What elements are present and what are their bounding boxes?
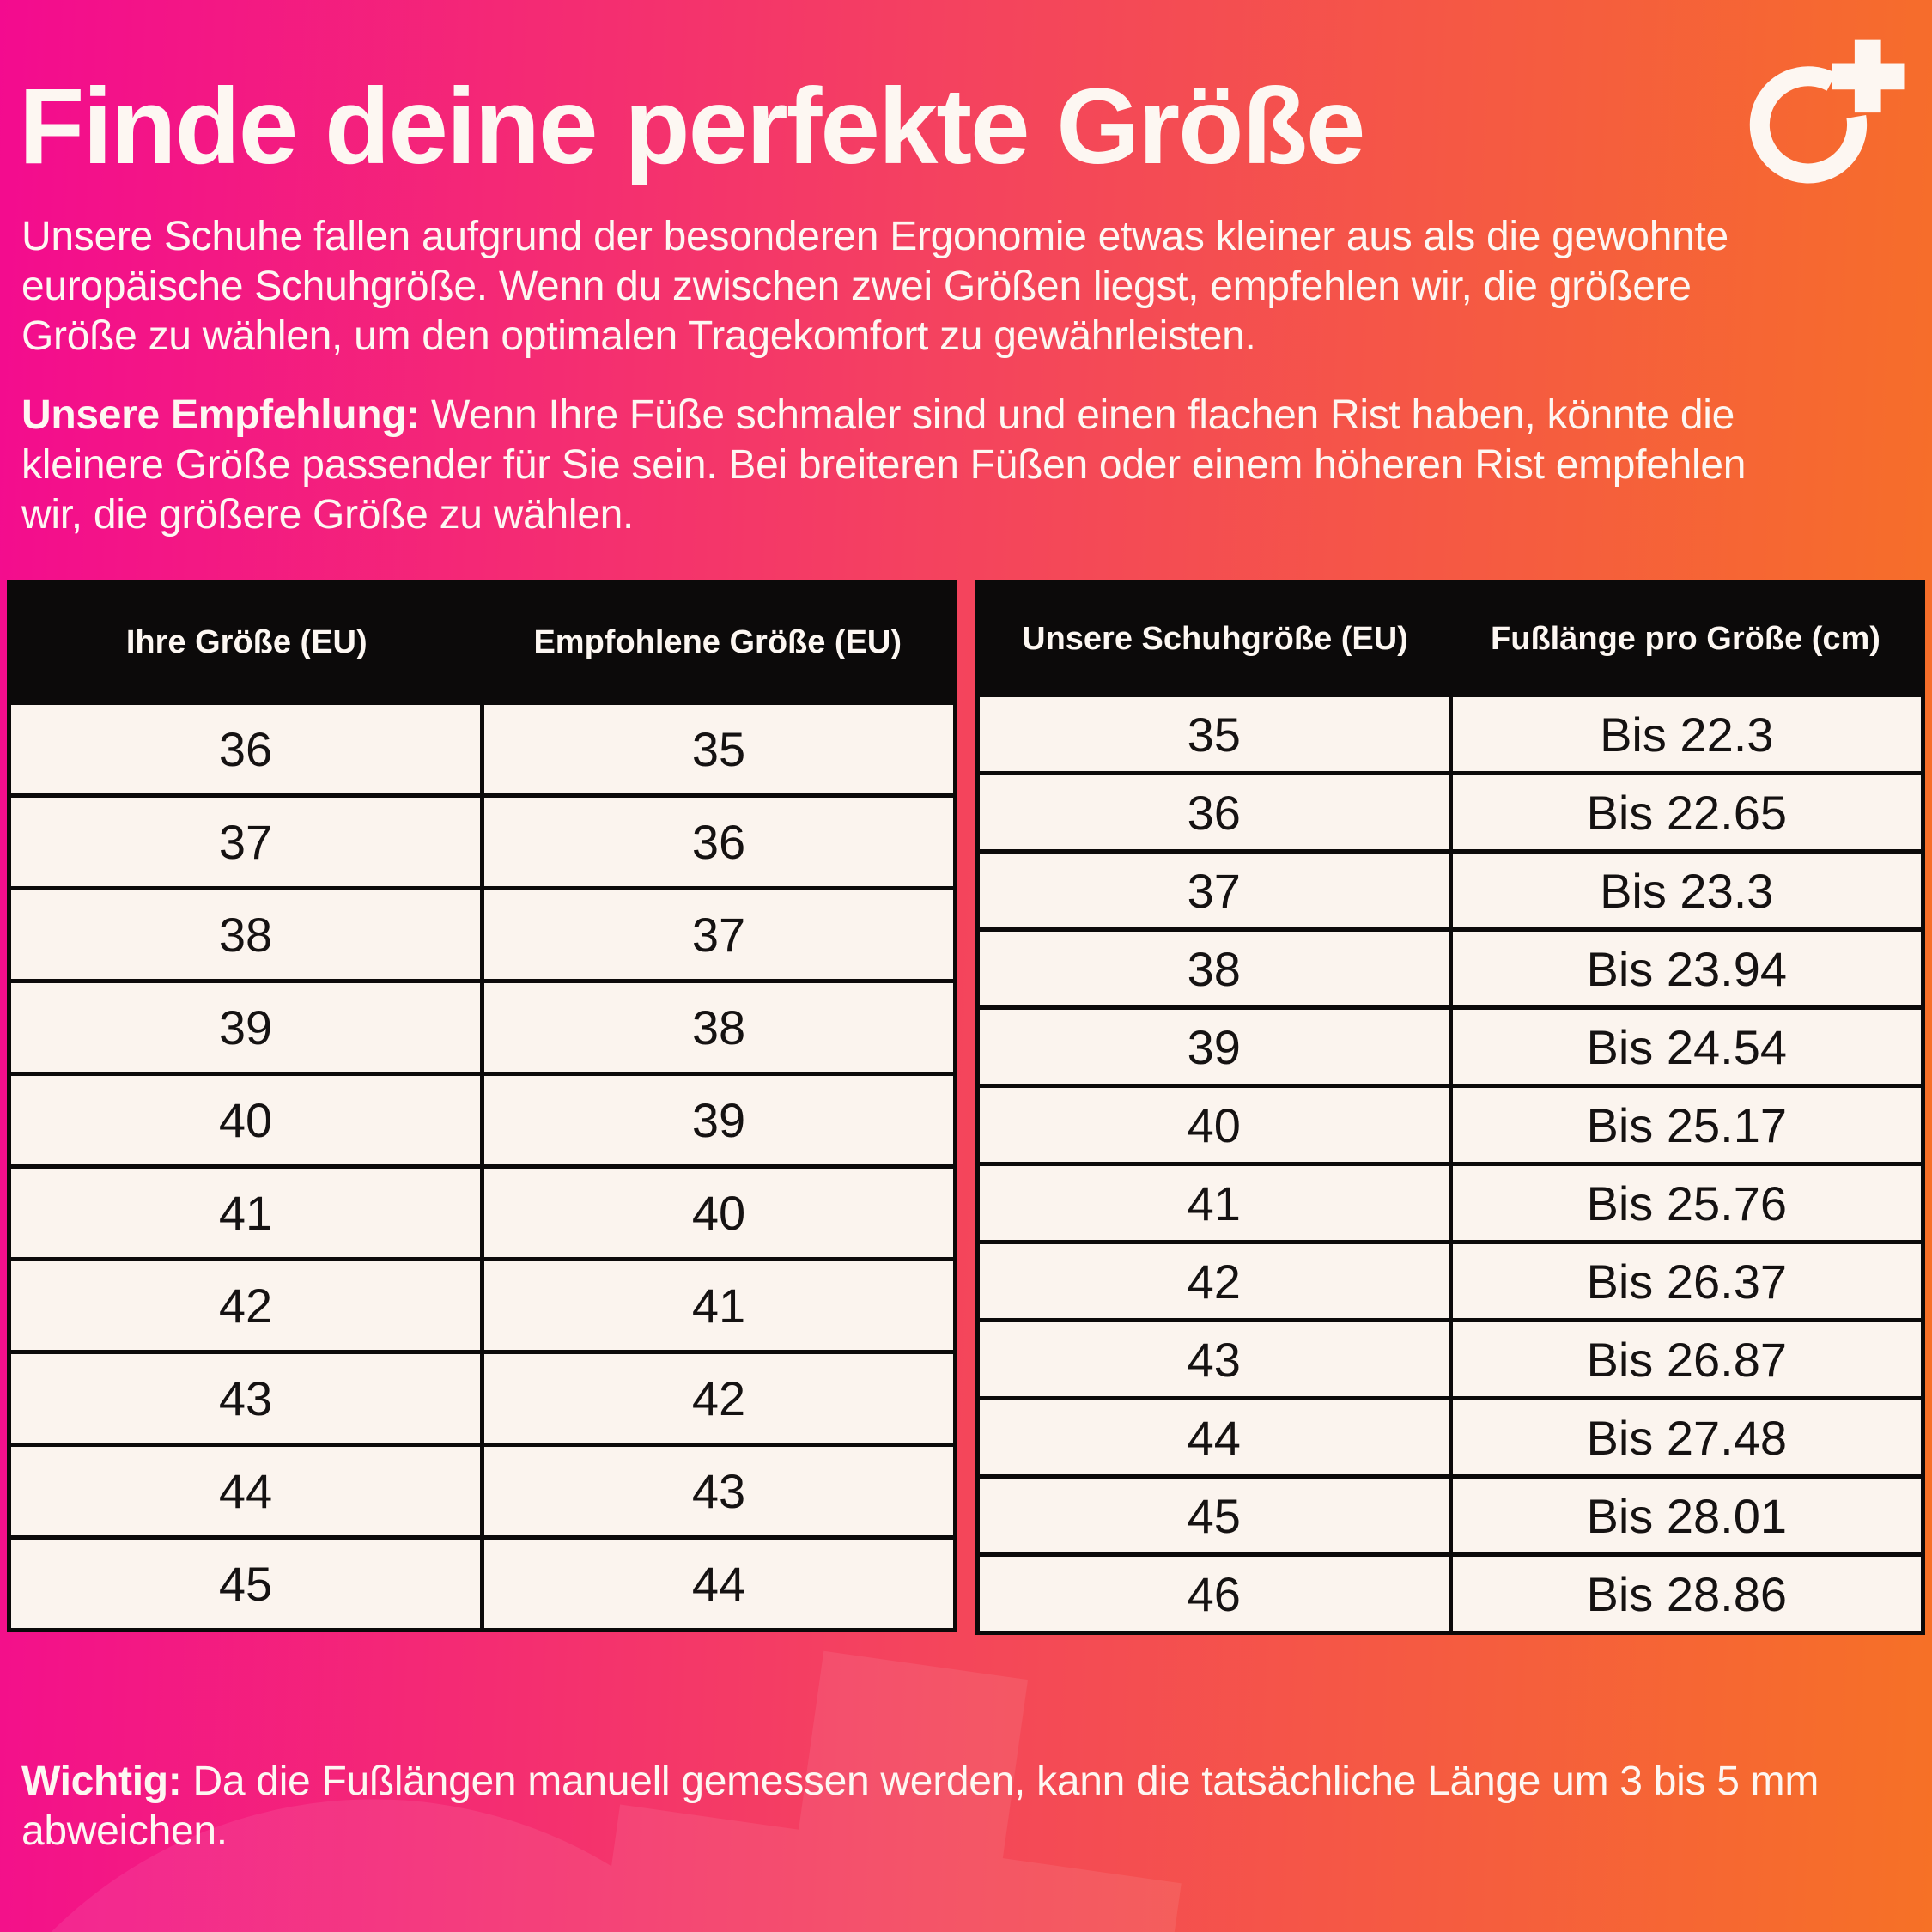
circle-plus-logo-icon: [1749, 39, 1905, 184]
note-line: abweichen.: [21, 1808, 228, 1854]
table-cell: 35: [480, 705, 953, 793]
table-cell: 37: [1187, 863, 1241, 918]
table-row: 43 42: [11, 1350, 953, 1443]
page-title: Finde deine perfekte Größe: [19, 67, 1365, 186]
table-cell: 43: [480, 1447, 953, 1535]
table-cell: 45: [1187, 1488, 1241, 1543]
table-cell: 38: [1187, 941, 1241, 996]
table-cell: Bis 28.01: [1448, 1479, 1922, 1552]
table-body: 36 35 37 36 38 37 39 38 40 39 41 40 42 41 43 42 44 43 45 44: [11, 701, 953, 1628]
table-cell: 45: [218, 1557, 273, 1611]
table-row: 44 43: [11, 1443, 953, 1535]
table-row: 35 Bis 22.3: [980, 693, 1921, 771]
note-label: Wichtig:: [21, 1759, 182, 1804]
table-row: 41 Bis 25.76: [980, 1162, 1921, 1240]
table-cell: 40: [1187, 1097, 1241, 1152]
table-row: 45 Bis 28.01: [980, 1474, 1921, 1552]
table-cell: 39: [480, 1076, 953, 1164]
table-cell: Bis 27.48: [1448, 1400, 1922, 1474]
important-note: Wichtig: Da die Fußlängen manuell gemess…: [21, 1757, 1819, 1856]
table-cell: Bis 26.87: [1448, 1322, 1922, 1396]
table-row: 38 Bis 23.94: [980, 927, 1921, 1005]
table-cell: 40: [218, 1093, 273, 1147]
table-cell: 41: [1187, 1176, 1241, 1230]
table-row: 39 Bis 24.54: [980, 1005, 1921, 1084]
table-cell: 36: [218, 722, 273, 776]
size-conversion-table: Ihre Größe (EU) Empfohlene Größe (EU) 36…: [7, 580, 957, 1632]
table-body: 35 Bis 22.3 36 Bis 22.65 37 Bis 23.3 38 Bis 23.…: [980, 693, 1921, 1631]
table-cell: 42: [480, 1354, 953, 1443]
table-cell: 37: [218, 815, 273, 869]
table-header-row: Unsere Schuhgröße (EU) Fußlänge pro Größ…: [980, 585, 1921, 693]
foot-length-table: Unsere Schuhgröße (EU) Fußlänge pro Größ…: [975, 580, 1925, 1635]
table-row: 42 Bis 26.37: [980, 1240, 1921, 1318]
table-cell: 37: [480, 890, 953, 979]
table-row: 37 36: [11, 793, 953, 886]
table-cell: 41: [218, 1186, 273, 1240]
table-cell: 44: [1187, 1410, 1241, 1465]
table-cell: Bis 25.76: [1448, 1166, 1922, 1240]
table-cell: 39: [1187, 1019, 1241, 1074]
table-cell: Bis 23.3: [1448, 854, 1922, 927]
table-cell: 40: [480, 1169, 953, 1257]
table-cell: 42: [218, 1279, 273, 1333]
table-row: 40 Bis 25.17: [980, 1084, 1921, 1162]
table-cell: 41: [480, 1261, 953, 1350]
table-cell: 35: [1187, 707, 1241, 762]
recommendation-line: wir, die größere Größe zu wählen.: [21, 492, 635, 538]
table-cell: 43: [1187, 1332, 1241, 1387]
table-cell: 38: [218, 908, 273, 962]
table-cell: 39: [218, 1000, 273, 1054]
table-row: 38 37: [11, 886, 953, 979]
intro-paragraph: Unsere Schuhe fallen aufgrund der besond…: [21, 212, 1728, 361]
table-row: 43 Bis 26.87: [980, 1318, 1921, 1396]
table-cell: Bis 22.3: [1448, 697, 1922, 771]
table-row: 36 35: [11, 701, 953, 793]
intro-line: europäische Schuhgröße. Wenn du zwischen…: [21, 264, 1692, 309]
note-line: Wichtig: Da die Fußlängen manuell gemess…: [21, 1759, 1820, 1804]
table-cell: 43: [218, 1371, 273, 1425]
table-cell: Bis 26.37: [1448, 1244, 1922, 1318]
recommendation-line: Unsere Empfehlung: Wenn Ihre Füße schmal…: [21, 392, 1735, 438]
table-cell: 36: [480, 798, 953, 886]
table-row: 40 39: [11, 1072, 953, 1164]
table-cell: 38: [480, 983, 953, 1072]
table-cell: Bis 28.86: [1448, 1557, 1922, 1631]
recommendation-label: Unsere Empfehlung:: [21, 392, 420, 438]
recommendation-line: kleinere Größe passender für Sie sein. B…: [21, 442, 1747, 488]
column-header-recommended-size: Empfohlene Größe (EU): [533, 624, 902, 660]
table-cell: 44: [480, 1540, 953, 1628]
intro-line: Größe zu wählen, um den optimalen Tragek…: [21, 313, 1256, 359]
table-cell: 44: [218, 1464, 273, 1518]
table-row: 36 Bis 22.65: [980, 771, 1921, 849]
table-cell: 36: [1187, 785, 1241, 840]
table-cell: 46: [1187, 1566, 1241, 1621]
table-row: 37 Bis 23.3: [980, 849, 1921, 927]
table-row: 44 Bis 27.48: [980, 1396, 1921, 1474]
table-cell: Bis 23.94: [1448, 932, 1922, 1005]
table-row: 46 Bis 28.86: [980, 1552, 1921, 1631]
table-cell: Bis 22.65: [1448, 775, 1922, 849]
table-cell: Bis 24.54: [1448, 1010, 1922, 1084]
table-cell: Bis 25.17: [1448, 1088, 1922, 1162]
table-row: 41 40: [11, 1164, 953, 1257]
column-header-our-shoe-size: Unsere Schuhgröße (EU): [1022, 620, 1408, 657]
table-header-row: Ihre Größe (EU) Empfohlene Größe (EU): [11, 585, 953, 701]
table-row: 42 41: [11, 1257, 953, 1350]
table-row: 39 38: [11, 979, 953, 1072]
table-cell: 42: [1187, 1254, 1241, 1309]
recommendation-paragraph: Unsere Empfehlung: Wenn Ihre Füße schmal…: [21, 391, 1746, 540]
intro-line: Unsere Schuhe fallen aufgrund der besond…: [21, 214, 1728, 259]
table-row: 45 44: [11, 1535, 953, 1628]
column-header-your-size: Ihre Größe (EU): [125, 624, 368, 660]
column-header-foot-length: Fußlänge pro Größe (cm): [1491, 620, 1880, 657]
